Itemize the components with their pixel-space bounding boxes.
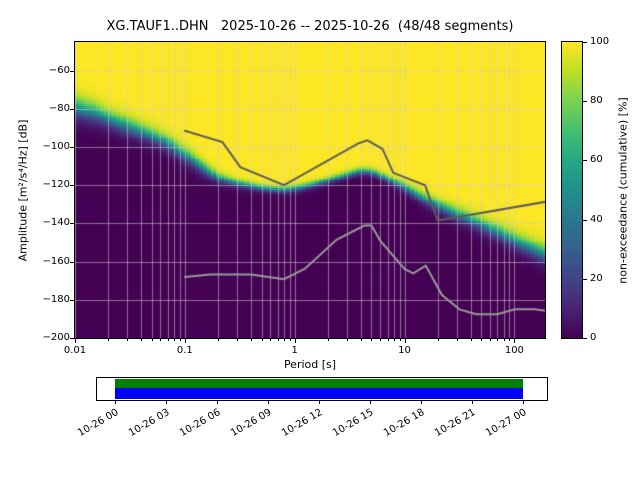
colorbar-gradient — [562, 42, 582, 338]
x-minor-tick-mark — [490, 339, 491, 341]
colorbar-tick-mark — [583, 279, 587, 280]
colorbar-tick-mark — [583, 101, 587, 102]
colorbar-tick-label: 100 — [590, 36, 610, 47]
coverage-segments-bar — [115, 379, 523, 388]
x-minor-tick-mark — [347, 339, 348, 341]
x-tick-mark — [185, 339, 186, 343]
coverage-data-bar — [115, 388, 523, 399]
x-minor-tick-mark — [218, 339, 219, 341]
x-minor-tick-mark — [185, 339, 186, 341]
time-tick-mark — [115, 400, 116, 404]
x-minor-tick-mark — [108, 339, 109, 341]
x-minor-tick-mark — [361, 339, 362, 341]
x-tick-mark — [514, 339, 515, 343]
x-minor-tick-mark — [152, 339, 153, 341]
x-axis-label: Period [s] — [283, 358, 337, 371]
x-tick-mark — [295, 339, 296, 343]
x-tick-label: 0.1 — [176, 345, 193, 356]
x-minor-tick-mark — [262, 339, 263, 341]
x-minor-tick-mark — [388, 339, 389, 341]
y-tick-label: −100 — [42, 141, 70, 153]
x-tick-label: 1 — [291, 345, 298, 356]
x-minor-tick-mark — [481, 339, 482, 341]
colorbar-tick-label: 80 — [590, 95, 603, 107]
y-tick-label: −160 — [42, 255, 70, 267]
y-tick-label: −200 — [42, 332, 70, 343]
y-tick-mark — [70, 338, 74, 339]
colorbar-tick-mark — [583, 338, 587, 339]
time-tick-mark — [472, 400, 473, 404]
x-minor-tick-mark — [160, 339, 161, 341]
x-tick-mark — [405, 339, 406, 343]
time-tick-mark — [166, 400, 167, 404]
colorbar-tick-mark — [583, 42, 587, 43]
x-minor-tick-mark — [380, 339, 381, 341]
x-tick-label: 100 — [504, 345, 524, 356]
colorbar-tick-label: 40 — [590, 213, 603, 225]
x-tick-label: 0.01 — [63, 345, 87, 356]
y-tick-mark — [70, 300, 74, 301]
x-minor-tick-mark — [394, 339, 395, 341]
x-minor-tick-mark — [438, 339, 439, 341]
y-tick-label: −80 — [48, 102, 70, 114]
colorbar-tick-label: 60 — [590, 154, 603, 166]
x-minor-tick-mark — [75, 339, 76, 341]
y-tick-mark — [70, 147, 74, 148]
colorbar-tick-label: 20 — [590, 272, 603, 284]
x-minor-tick-mark — [400, 339, 401, 341]
colorbar-tick-mark — [583, 220, 587, 221]
y-tick-mark — [70, 71, 74, 72]
x-minor-tick-mark — [251, 339, 252, 341]
y-tick-label: −140 — [42, 217, 70, 229]
chart-title: XG.TAUF1..DHN 2025-10-26 -- 2025-10-26 (… — [106, 19, 514, 34]
x-minor-tick-mark — [497, 339, 498, 341]
x-minor-tick-mark — [504, 339, 505, 341]
colorbar-tick-label: 0 — [590, 332, 597, 343]
x-minor-tick-mark — [284, 339, 285, 341]
x-minor-tick-mark — [180, 339, 181, 341]
x-minor-tick-mark — [471, 339, 472, 341]
x-minor-tick-mark — [371, 339, 372, 341]
time-tick-mark — [421, 400, 422, 404]
time-tick-mark — [523, 400, 524, 404]
colorbar-label: non-exceedance (cumulative) [%] — [616, 97, 630, 284]
x-minor-tick-mark — [457, 339, 458, 341]
ppsd-heatmap-canvas — [75, 42, 545, 338]
time-tick-mark — [319, 400, 320, 404]
colorbar — [561, 41, 583, 339]
x-minor-tick-mark — [127, 339, 128, 341]
x-minor-tick-mark — [174, 339, 175, 341]
x-minor-tick-mark — [509, 339, 510, 341]
y-tick-label: −180 — [42, 293, 70, 305]
x-minor-tick-mark — [270, 339, 271, 341]
time-tick-mark — [268, 400, 269, 404]
x-minor-tick-mark — [237, 339, 238, 341]
x-minor-tick-mark — [141, 339, 142, 341]
y-tick-mark — [70, 185, 74, 186]
y-tick-label: −60 — [48, 64, 70, 76]
x-minor-tick-mark — [290, 339, 291, 341]
x-minor-tick-mark — [168, 339, 169, 341]
x-minor-tick-mark — [278, 339, 279, 341]
y-tick-mark — [70, 223, 74, 224]
time-tick-mark — [217, 400, 218, 404]
y-tick-label: −120 — [42, 179, 70, 191]
y-tick-mark — [70, 109, 74, 110]
x-minor-tick-mark — [328, 339, 329, 341]
time-tick-mark — [370, 400, 371, 404]
y-tick-mark — [70, 262, 74, 263]
plot-area — [74, 41, 546, 339]
x-tick-label: 10 — [398, 345, 411, 356]
x-tick-mark — [75, 339, 76, 343]
colorbar-tick-mark — [583, 160, 587, 161]
